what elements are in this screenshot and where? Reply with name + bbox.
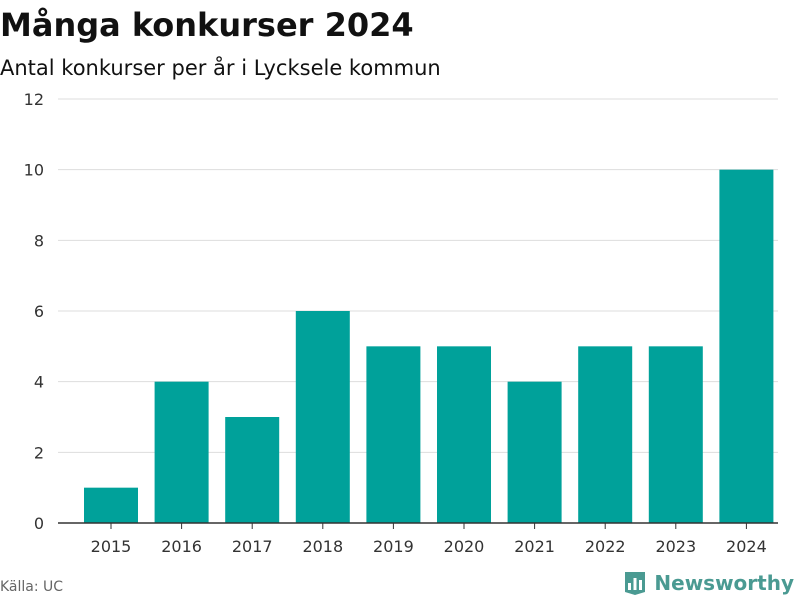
x-tick-label: 2019 [373,537,414,556]
x-axis-ticks: 2015 2016 2017 2018 2019 2020 2021 2022 2023 2024 [91,523,767,556]
y-tick-label: 8 [34,231,44,250]
y-tick-label: 12 [24,90,44,109]
brand-name: Newsworthy [654,571,794,595]
bar-2019 [366,346,421,523]
bars [84,169,774,523]
bar-2024 [719,169,774,523]
bar-chart-logo-icon [625,572,646,595]
x-tick-label: 2023 [655,537,696,556]
bar-2022 [578,346,633,523]
bar-2023 [648,346,703,523]
x-tick-label: 2016 [161,537,202,556]
y-axis-ticks: 0 2 4 6 8 10 12 [24,90,44,533]
bar-2018 [295,311,350,523]
source-note: Källa: UC [0,579,64,595]
x-tick-label: 2020 [444,537,485,556]
bar-2020 [437,346,491,523]
chart-subtitle: Antal konkurser per år i Lycksele kommun [0,56,441,80]
x-tick-label: 2015 [91,537,132,556]
x-tick-label: 2018 [302,537,343,556]
y-tick-label: 6 [34,302,44,321]
y-tick-label: 4 [34,373,44,392]
brand-logo: Newsworthy [623,570,794,596]
bar-2016 [154,381,209,523]
x-tick-label: 2021 [514,537,555,556]
y-tick-label: 0 [34,514,44,533]
x-tick-label: 2017 [232,537,273,556]
x-tick-label: 2022 [585,537,626,556]
y-tick-label: 2 [34,443,44,462]
bar-2015 [84,487,138,523]
x-tick-label: 2024 [726,537,767,556]
bar-2021 [507,381,562,523]
bar-2017 [225,417,280,523]
chart-title: Många konkurser 2024 [0,6,414,44]
y-tick-label: 10 [24,161,44,180]
